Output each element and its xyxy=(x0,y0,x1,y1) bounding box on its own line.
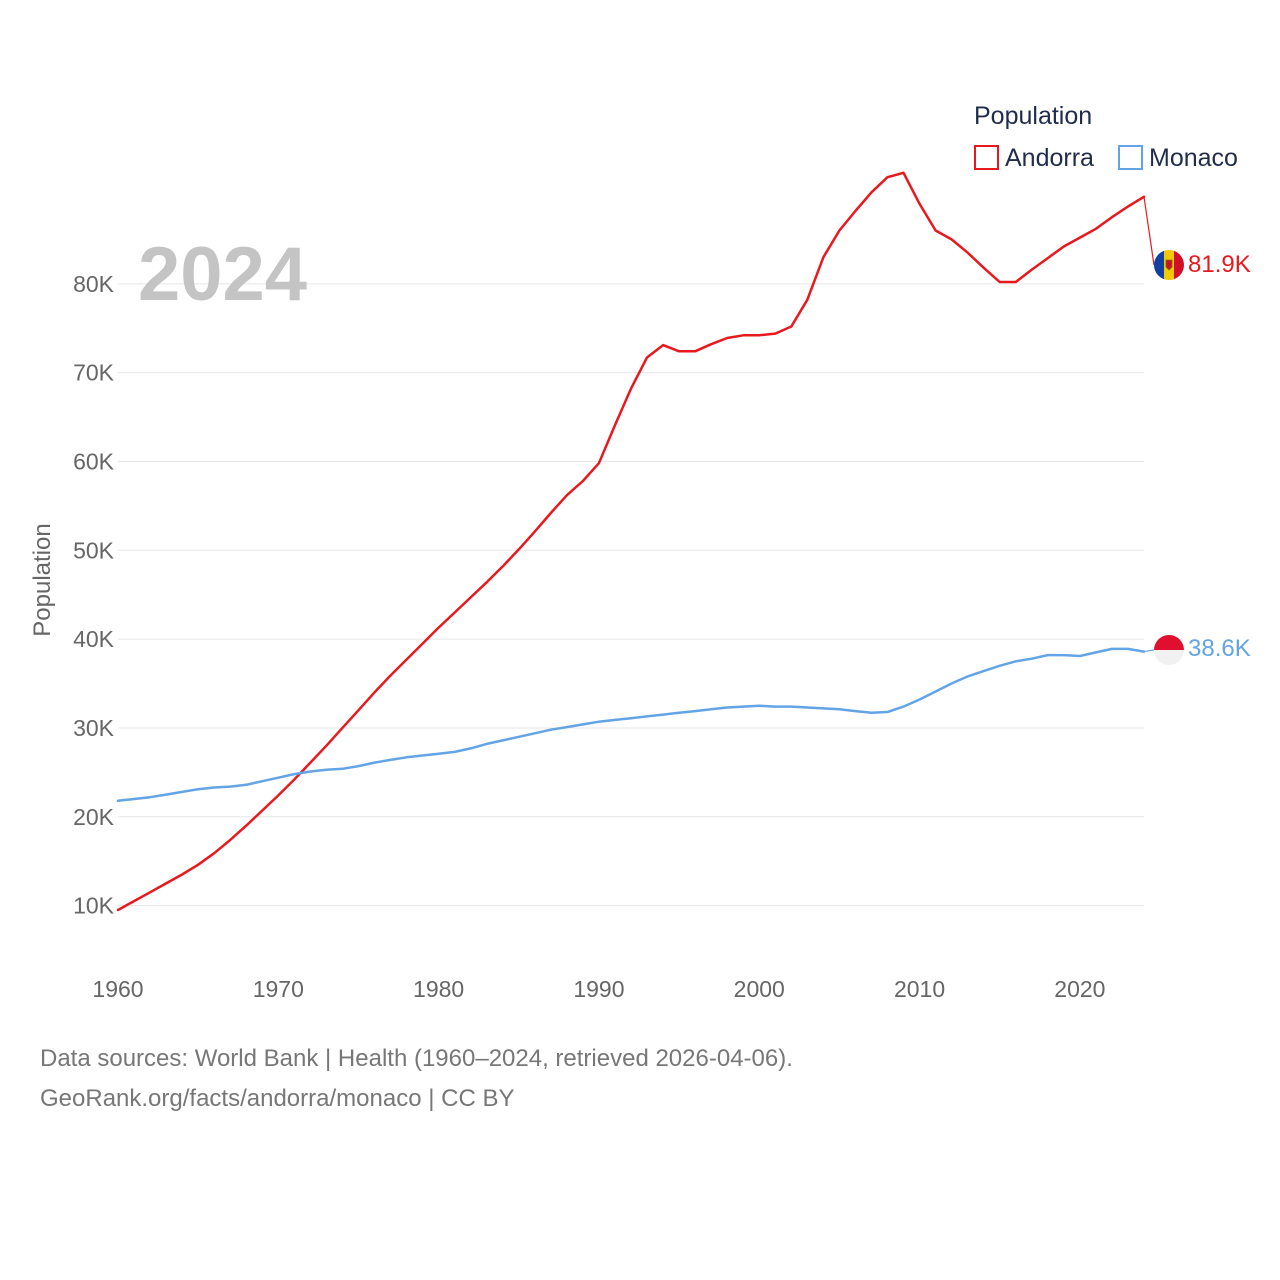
legend-title: Population xyxy=(974,102,1092,130)
x-tick-label: 1980 xyxy=(413,976,464,1002)
legend-label-monaco: Monaco xyxy=(1149,144,1238,172)
legend-swatch-andorra xyxy=(974,145,999,170)
legend-swatch-monaco xyxy=(1118,145,1143,170)
andorra-end-label: 81.9K xyxy=(1188,251,1251,278)
x-tick-label: 1970 xyxy=(253,976,304,1002)
connector-monaco xyxy=(1143,649,1155,653)
y-axis-ticks: 10K 20K 30K 40K 50K 60K 70K 80K xyxy=(73,271,115,919)
y-tick-label: 70K xyxy=(73,360,115,386)
x-tick-label: 1990 xyxy=(573,976,624,1002)
y-tick-label: 30K xyxy=(73,715,115,741)
y-tick-label: 60K xyxy=(73,448,115,474)
x-tick-label: 2000 xyxy=(734,976,785,1002)
series-line-monaco xyxy=(116,647,1146,803)
andorra-flag-icon xyxy=(1154,250,1184,280)
x-tick-label: 2010 xyxy=(894,976,945,1002)
series-line-andorra xyxy=(116,171,1146,912)
x-tick-label: 2020 xyxy=(1054,976,1105,1002)
y-tick-label: 50K xyxy=(73,537,115,563)
legend-item-andorra[interactable]: Andorra xyxy=(974,144,1094,172)
year-label: 2024 xyxy=(138,232,307,317)
series-lines xyxy=(116,171,1155,912)
x-axis-ticks: 1960 1970 1980 1990 2000 2010 2020 xyxy=(92,976,1105,1002)
source-line-1: Data sources: World Bank | Health (1960–… xyxy=(40,1045,793,1072)
y-tick-label: 40K xyxy=(73,626,115,652)
monaco-end-label: 38.6K xyxy=(1188,635,1251,662)
y-tick-label: 20K xyxy=(73,804,115,830)
y-tick-label: 80K xyxy=(73,271,115,297)
y-axis-title: Population xyxy=(29,523,56,636)
y-tick-label: 10K xyxy=(73,893,115,919)
x-tick-label: 1960 xyxy=(92,976,143,1002)
legend-item-monaco[interactable]: Monaco xyxy=(1118,144,1238,172)
legend-label-andorra: Andorra xyxy=(1005,144,1094,172)
connector-andorra xyxy=(1143,196,1155,266)
monaco-flag-icon xyxy=(1154,635,1184,665)
legend: Population Andorra Monaco xyxy=(974,102,1238,172)
grid-lines xyxy=(118,283,1144,907)
source-line-2: GeoRank.org/facts/andorra/monaco | CC BY xyxy=(40,1085,515,1112)
